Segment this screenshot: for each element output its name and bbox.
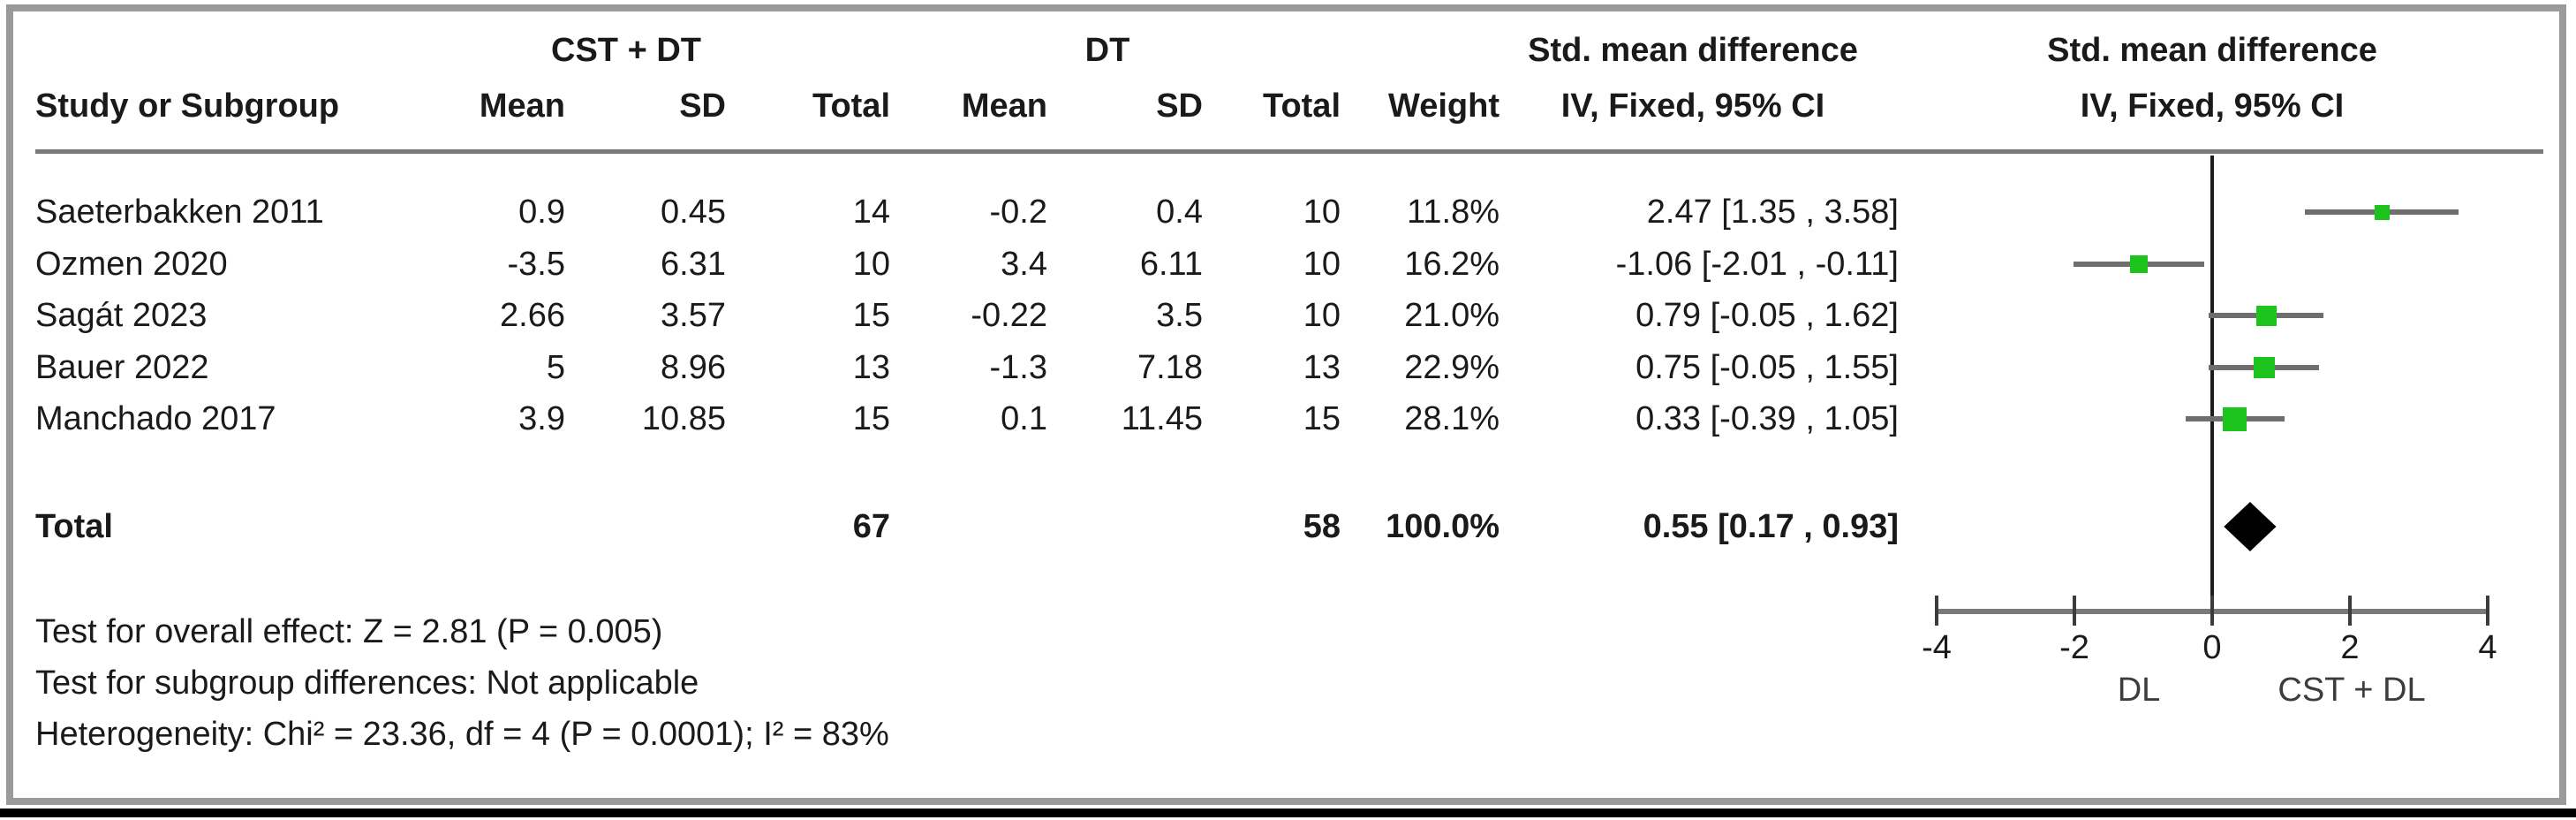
- cst-dt-mean: 3.9: [518, 400, 565, 438]
- dt-mean: -1.3: [989, 348, 1047, 386]
- dt-total: 10: [1303, 194, 1341, 231]
- study-ci-text: 0.79 [-0.05 , 1.62]: [1635, 297, 1899, 335]
- axis-left-label: DL: [2117, 672, 2161, 709]
- total-weight: 100.0%: [1386, 508, 1500, 545]
- study-row: Saeterbakken 2011 0.9 0.45 14 -0.2 0.4 1…: [0, 189, 2576, 235]
- x-axis-tick-label: -2: [2059, 629, 2089, 666]
- axis-right-label: CST + DL: [2278, 672, 2426, 709]
- ci-subheader-right: IV, Fixed, 95% CI: [2080, 87, 2345, 125]
- x-axis-tick-label: 2: [2340, 629, 2360, 666]
- dt-sd: 0.4: [1156, 194, 1203, 231]
- x-axis-tick-label: -4: [1922, 629, 1952, 666]
- cst-dt-total: 10: [852, 245, 890, 283]
- column-header-mean-1: Mean: [479, 87, 565, 125]
- dt-sd: 6.11: [1139, 245, 1203, 283]
- x-axis-tick: [2210, 596, 2214, 626]
- column-header-sd-1: SD: [679, 87, 726, 125]
- smd-header-right: Std. mean difference: [2047, 32, 2377, 69]
- dt-total: 15: [1303, 400, 1341, 438]
- cst-dt-sd: 0.45: [661, 194, 726, 231]
- study-weight: 11.8%: [1407, 194, 1500, 231]
- cst-dt-mean: 2.66: [500, 297, 565, 335]
- study-ci-text: 2.47 [1.35 , 3.58]: [1646, 194, 1899, 231]
- dt-sd: 7.18: [1137, 348, 1203, 386]
- study-ci-text: -1.06 [-2.01 , -0.11]: [1615, 245, 1899, 283]
- figure-bottom-rule: [0, 809, 2576, 817]
- footnote-subgroup-differences: Test for subgroup differences: Not appli…: [35, 664, 699, 702]
- dt-mean: 0.1: [1001, 400, 1047, 438]
- study-label: Ozmen 2020: [35, 245, 228, 283]
- study-label: Sagát 2023: [35, 297, 208, 335]
- x-axis-tick: [2486, 596, 2489, 626]
- study-label: Manchado 2017: [35, 400, 276, 438]
- dt-mean: 3.4: [1001, 245, 1047, 283]
- group2-header: DT: [1084, 32, 1130, 69]
- column-header-total-2: Total: [1263, 87, 1341, 125]
- smd-header-left: Std. mean difference: [1528, 32, 1858, 69]
- footnote-heterogeneity: Heterogeneity: Chi² = 23.36, df = 4 (P =…: [35, 716, 889, 753]
- figure-frame: [6, 4, 2566, 805]
- column-header-weight: Weight: [1388, 87, 1500, 125]
- study-row: Bauer 2022 5 8.96 13 -1.3 7.18 13 22.9% …: [0, 345, 2576, 391]
- study-ci-text: 0.75 [-0.05 , 1.55]: [1635, 348, 1899, 386]
- study-label: Bauer 2022: [35, 348, 209, 386]
- cst-dt-total: 14: [852, 194, 890, 231]
- cst-dt-sd: 3.57: [661, 297, 726, 335]
- cst-dt-total: 15: [852, 297, 890, 335]
- footnote-overall-effect: Test for overall effect: Z = 2.81 (P = 0…: [35, 613, 663, 650]
- x-axis-tick: [2348, 596, 2352, 626]
- cst-dt-mean: 0.9: [518, 194, 565, 231]
- study-weight: 22.9%: [1404, 348, 1500, 386]
- effect-marker: [2375, 204, 2391, 220]
- header-divider-rule: [35, 149, 2543, 154]
- effect-marker: [2130, 254, 2149, 273]
- effect-marker: [2223, 406, 2247, 431]
- total-n-cst-dt: 67: [852, 508, 890, 545]
- study-label: Saeterbakken 2011: [35, 194, 324, 231]
- total-n-dt: 58: [1303, 508, 1341, 545]
- column-header-sd-2: SD: [1156, 87, 1203, 125]
- dt-sd: 3.5: [1156, 297, 1203, 335]
- effect-marker: [2256, 305, 2278, 326]
- study-weight: 28.1%: [1404, 400, 1500, 438]
- column-header-study: Study or Subgroup: [35, 87, 340, 125]
- dt-mean: -0.22: [971, 297, 1047, 335]
- dt-total: 13: [1303, 348, 1341, 386]
- cst-dt-total: 15: [852, 400, 890, 438]
- cst-dt-mean: -3.5: [507, 245, 565, 283]
- total-row: Total 67 58 100.0% 0.55 [0.17 , 0.93]: [0, 504, 2576, 550]
- study-row: Sagát 2023 2.66 3.57 15 -0.22 3.5 10 21.…: [0, 292, 2576, 338]
- dt-mean: -0.2: [989, 194, 1047, 231]
- x-axis-tick: [1935, 596, 1938, 626]
- total-label: Total: [35, 508, 113, 545]
- ci-subheader-left: IV, Fixed, 95% CI: [1560, 87, 1825, 125]
- column-header-mean-2: Mean: [961, 87, 1047, 125]
- dt-sd: 11.45: [1121, 400, 1203, 438]
- x-axis-tick-label: 0: [2202, 629, 2222, 666]
- study-weight: 16.2%: [1404, 245, 1500, 283]
- cst-dt-mean: 5: [546, 348, 565, 386]
- group1-header: CST + DT: [551, 32, 701, 69]
- study-row: Ozmen 2020 -3.5 6.31 10 3.4 6.11 10 16.2…: [0, 241, 2576, 287]
- total-ci-text: 0.55 [0.17 , 0.93]: [1643, 508, 1899, 545]
- effect-marker: [2253, 356, 2275, 378]
- zero-effect-line: [2210, 156, 2214, 611]
- x-axis-tick-label: 4: [2478, 629, 2497, 666]
- cst-dt-total: 13: [852, 348, 890, 386]
- study-row: Manchado 2017 3.9 10.85 15 0.1 11.45 15 …: [0, 396, 2576, 442]
- x-axis-tick: [2073, 596, 2076, 626]
- study-weight: 21.0%: [1404, 297, 1500, 335]
- cst-dt-sd: 8.96: [661, 348, 726, 386]
- dt-total: 10: [1303, 245, 1341, 283]
- cst-dt-sd: 10.85: [641, 400, 726, 438]
- study-ci-text: 0.33 [-0.39 , 1.05]: [1635, 400, 1899, 438]
- dt-total: 10: [1303, 297, 1341, 335]
- cst-dt-sd: 6.31: [661, 245, 726, 283]
- column-header-total-1: Total: [812, 87, 890, 125]
